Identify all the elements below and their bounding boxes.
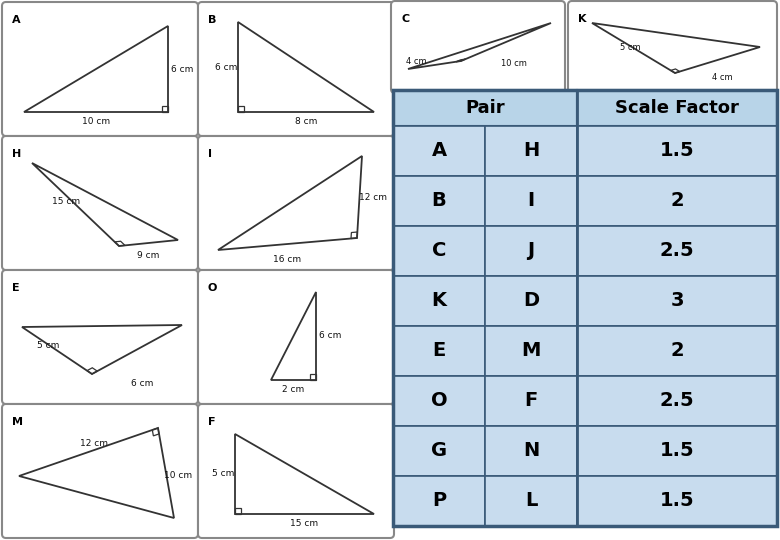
Text: E: E <box>12 283 20 293</box>
Text: 6 cm: 6 cm <box>215 63 237 71</box>
Text: M: M <box>521 341 541 361</box>
FancyBboxPatch shape <box>198 2 394 136</box>
Bar <box>577 476 777 526</box>
Text: 12 cm: 12 cm <box>80 440 108 449</box>
Bar <box>485 426 577 476</box>
Bar <box>577 90 777 126</box>
FancyBboxPatch shape <box>2 404 198 538</box>
Bar <box>577 376 777 426</box>
Text: C: C <box>432 241 446 260</box>
FancyBboxPatch shape <box>198 404 394 538</box>
Bar <box>485 126 577 176</box>
Text: 1.5: 1.5 <box>660 141 694 160</box>
Text: A: A <box>431 141 447 160</box>
Text: C: C <box>401 14 410 24</box>
Text: Scale Factor: Scale Factor <box>615 99 739 117</box>
Text: F: F <box>208 417 215 427</box>
Text: N: N <box>523 442 539 461</box>
Text: A: A <box>12 15 20 25</box>
Text: 1.5: 1.5 <box>660 442 694 461</box>
Text: J: J <box>527 241 534 260</box>
Bar <box>485 326 577 376</box>
Text: 6 cm: 6 cm <box>171 64 193 73</box>
Bar <box>577 126 777 176</box>
Text: O: O <box>208 283 218 293</box>
Bar <box>393 426 485 476</box>
FancyBboxPatch shape <box>198 136 394 270</box>
FancyBboxPatch shape <box>2 136 198 270</box>
FancyBboxPatch shape <box>568 1 777 93</box>
Text: E: E <box>432 341 445 361</box>
Text: I: I <box>527 192 534 211</box>
Text: 6 cm: 6 cm <box>319 332 341 341</box>
Text: G: G <box>431 442 447 461</box>
Text: 10 cm: 10 cm <box>82 118 110 126</box>
Bar <box>485 476 577 526</box>
Bar <box>393 90 777 526</box>
Bar <box>393 476 485 526</box>
Text: 2.5: 2.5 <box>660 241 694 260</box>
Text: F: F <box>524 392 537 410</box>
Text: 4 cm: 4 cm <box>406 57 427 65</box>
Text: H: H <box>523 141 539 160</box>
Text: 2: 2 <box>670 341 684 361</box>
Text: H: H <box>12 149 21 159</box>
Text: K: K <box>578 14 587 24</box>
Text: 10 cm: 10 cm <box>164 470 192 480</box>
Bar <box>485 276 577 326</box>
Text: I: I <box>208 149 212 159</box>
Text: 2: 2 <box>670 192 684 211</box>
Text: 3: 3 <box>670 292 684 310</box>
Bar <box>393 126 485 176</box>
Bar <box>577 326 777 376</box>
Text: 15 cm: 15 cm <box>290 519 318 529</box>
Text: 15 cm: 15 cm <box>52 197 80 206</box>
Text: 1.5: 1.5 <box>660 491 694 510</box>
Bar <box>393 176 485 226</box>
Bar <box>393 376 485 426</box>
Bar <box>577 226 777 276</box>
Text: 5 cm: 5 cm <box>619 44 640 52</box>
Text: 16 cm: 16 cm <box>274 255 302 265</box>
Bar <box>485 226 577 276</box>
Text: B: B <box>208 15 216 25</box>
Bar <box>393 90 577 126</box>
Text: K: K <box>431 292 446 310</box>
Text: D: D <box>523 292 539 310</box>
Text: 8 cm: 8 cm <box>295 118 317 126</box>
Bar <box>577 426 777 476</box>
Bar <box>393 226 485 276</box>
Text: 9 cm: 9 cm <box>137 252 160 260</box>
Text: P: P <box>432 491 446 510</box>
Text: Pair: Pair <box>465 99 505 117</box>
FancyBboxPatch shape <box>2 2 198 136</box>
Bar <box>577 176 777 226</box>
FancyBboxPatch shape <box>198 270 394 404</box>
Text: B: B <box>431 192 446 211</box>
Text: O: O <box>431 392 447 410</box>
Bar <box>393 326 485 376</box>
Bar <box>393 276 485 326</box>
Text: 2.5: 2.5 <box>660 392 694 410</box>
Bar <box>485 376 577 426</box>
Text: 5 cm: 5 cm <box>37 341 59 349</box>
Text: 6 cm: 6 cm <box>131 380 153 388</box>
Text: 2 cm: 2 cm <box>282 386 305 395</box>
Bar <box>577 276 777 326</box>
Text: 10 cm: 10 cm <box>501 58 527 68</box>
Bar <box>485 176 577 226</box>
Text: M: M <box>12 417 23 427</box>
Text: 4 cm: 4 cm <box>712 73 733 83</box>
FancyBboxPatch shape <box>391 1 565 93</box>
Text: 12 cm: 12 cm <box>359 192 387 201</box>
Text: 5 cm: 5 cm <box>212 469 234 478</box>
Text: L: L <box>525 491 537 510</box>
FancyBboxPatch shape <box>2 270 198 404</box>
